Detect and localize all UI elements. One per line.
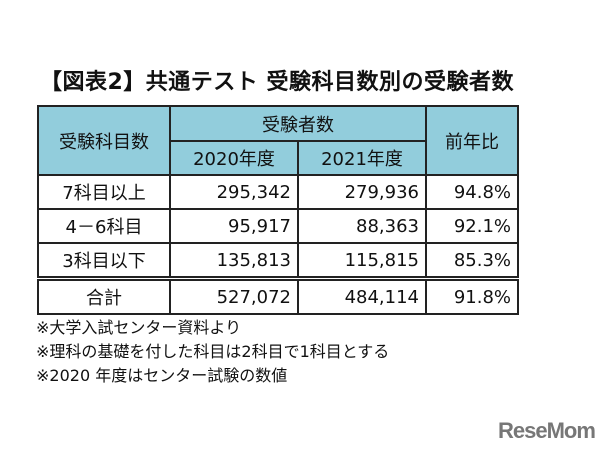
header-2020: 2020年度 bbox=[169, 140, 299, 176]
total-row: 合計 527,072 484,114 91.8% bbox=[37, 276, 519, 315]
cell-2021: 115,815 bbox=[297, 242, 427, 280]
header-category: 受験科目数 bbox=[37, 105, 171, 176]
row-label: 4－6科目 bbox=[37, 208, 171, 244]
total-2020: 527,072 bbox=[169, 276, 299, 315]
figure-title: 【図表2】共通テスト 受験科目数別の受験者数 bbox=[40, 70, 514, 95]
note: ※2020 年度はセンター試験の数値 bbox=[36, 366, 288, 385]
cell-ratio: 85.3% bbox=[425, 242, 519, 280]
cell-ratio: 92.1% bbox=[425, 208, 519, 244]
cell-2020: 95,917 bbox=[169, 208, 299, 244]
header-2021: 2021年度 bbox=[297, 140, 427, 176]
cell-2020: 295,342 bbox=[169, 174, 299, 210]
total-2021: 484,114 bbox=[297, 276, 427, 315]
resemom-logo: ReseMom bbox=[498, 418, 596, 443]
notes: ※大学入試センター資料より ※理科の基礎を付した科目は2科目で1科目とする ※2… bbox=[36, 316, 389, 388]
total-label: 合計 bbox=[37, 276, 171, 315]
note: ※大学入試センター資料より bbox=[36, 318, 242, 337]
note: ※理科の基礎を付した科目は2科目で1科目とする bbox=[36, 342, 390, 361]
row-label: 3科目以下 bbox=[37, 242, 171, 280]
cell-ratio: 94.8% bbox=[425, 174, 519, 210]
row-label: 7科目以上 bbox=[37, 174, 171, 210]
header-ratio: 前年比 bbox=[425, 105, 519, 176]
table-row: 3科目以下 135,813 115,815 85.3% bbox=[37, 242, 519, 280]
cell-2021: 279,936 bbox=[297, 174, 427, 210]
data-table: 受験科目数 受験者数 前年比 2020年度 2021年度 7科目以上 295,3… bbox=[37, 105, 519, 315]
cell-2020: 135,813 bbox=[169, 242, 299, 280]
table-row: 7科目以上 295,342 279,936 94.8% bbox=[37, 174, 519, 210]
cell-2021: 88,363 bbox=[297, 208, 427, 244]
header-group: 受験者数 bbox=[169, 105, 427, 142]
table-row: 4－6科目 95,917 88,363 92.1% bbox=[37, 208, 519, 244]
total-ratio: 91.8% bbox=[425, 276, 519, 315]
